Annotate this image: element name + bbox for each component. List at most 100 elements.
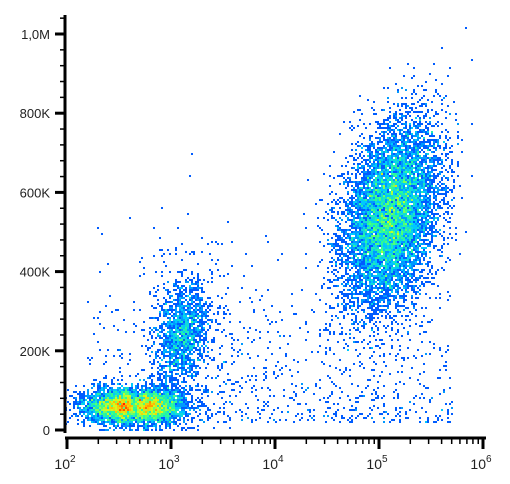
- event-dot: [385, 261, 387, 263]
- event-dot: [193, 323, 195, 325]
- event-dot: [353, 201, 355, 203]
- event-dot: [375, 191, 377, 193]
- event-dot: [409, 127, 411, 129]
- event-dot: [435, 111, 437, 113]
- event-dot: [399, 185, 401, 187]
- event-dot: [129, 353, 131, 355]
- event-dot: [405, 265, 407, 267]
- event-dot: [165, 351, 167, 353]
- event-dot: [391, 153, 393, 155]
- event-dot: [393, 143, 395, 145]
- event-dot: [375, 207, 377, 209]
- event-dot: [447, 187, 449, 189]
- event-dot: [407, 215, 409, 217]
- event-dot: [381, 209, 383, 211]
- event-dot: [197, 341, 199, 343]
- event-dot: [425, 353, 427, 355]
- event-dot: [427, 205, 429, 207]
- event-dot: [417, 213, 419, 215]
- event-dot: [369, 285, 371, 287]
- event-dot: [423, 175, 425, 177]
- event-dot: [369, 271, 371, 273]
- event-dot: [393, 269, 395, 271]
- event-dot: [381, 131, 383, 133]
- event-dot: [159, 343, 161, 345]
- event-dot: [371, 215, 373, 217]
- event-dot: [417, 227, 419, 229]
- event-dot: [381, 223, 383, 225]
- event-dot: [373, 209, 375, 211]
- event-dot: [389, 259, 391, 261]
- event-dot: [423, 157, 425, 159]
- event-dot: [201, 311, 203, 313]
- event-dot: [393, 287, 395, 289]
- event-dot: [379, 273, 381, 275]
- event-dot: [369, 307, 371, 309]
- event-dot: [365, 201, 367, 203]
- event-dot: [439, 369, 441, 371]
- event-dot: [187, 327, 189, 329]
- event-dot: [173, 325, 175, 327]
- event-dot: [365, 161, 367, 163]
- event-dot: [383, 253, 385, 255]
- event-dot: [189, 353, 191, 355]
- event-dot: [391, 251, 393, 253]
- event-dot: [193, 331, 195, 333]
- event-dot: [429, 353, 431, 355]
- event-dot: [353, 219, 355, 221]
- event-dot: [189, 287, 191, 289]
- event-dot: [403, 245, 405, 247]
- event-dot: [363, 225, 365, 227]
- event-dot: [399, 195, 401, 197]
- event-dot: [439, 215, 441, 217]
- event-dot: [179, 305, 181, 307]
- event-dot: [357, 189, 359, 191]
- event-dot: [371, 177, 373, 179]
- event-dot: [387, 241, 389, 243]
- event-dot: [351, 261, 353, 263]
- event-dot: [395, 275, 397, 277]
- event-dot: [403, 235, 405, 237]
- event-dot: [389, 111, 391, 113]
- event-dot: [393, 245, 395, 247]
- event-dot: [403, 187, 405, 189]
- event-dot: [413, 103, 415, 105]
- event-dot: [349, 307, 351, 309]
- event-dot: [409, 265, 411, 267]
- event-dot: [389, 277, 391, 279]
- event-dot: [405, 259, 407, 261]
- event-dot: [161, 325, 163, 327]
- event-dot: [399, 207, 401, 209]
- event-dot: [423, 277, 425, 279]
- event-dot: [379, 171, 381, 173]
- event-dot: [357, 201, 359, 203]
- event-dot: [357, 355, 359, 357]
- event-dot: [359, 215, 361, 217]
- event-dot: [363, 265, 365, 267]
- event-dot: [403, 165, 405, 167]
- event-dot: [165, 337, 167, 339]
- event-dot: [197, 327, 199, 329]
- event-dot: [357, 169, 359, 171]
- event-dot: [349, 225, 351, 227]
- event-dot: [407, 165, 409, 167]
- event-dot: [383, 157, 385, 159]
- event-dot: [357, 197, 359, 199]
- event-dot: [361, 165, 363, 167]
- event-dot: [385, 231, 387, 233]
- event-dot: [185, 363, 187, 365]
- event-dot: [387, 303, 389, 305]
- event-dot: [427, 207, 429, 209]
- event-dot: [413, 279, 415, 281]
- event-dot: [179, 319, 181, 321]
- event-dot: [367, 263, 369, 265]
- event-dot: [393, 223, 395, 225]
- event-dot: [429, 185, 431, 187]
- event-dot: [405, 223, 407, 225]
- event-dot: [389, 231, 391, 233]
- event-dot: [371, 231, 373, 233]
- event-dot: [171, 305, 173, 307]
- event-dot: [211, 271, 213, 273]
- event-dot: [349, 333, 351, 335]
- event-dot: [393, 161, 395, 163]
